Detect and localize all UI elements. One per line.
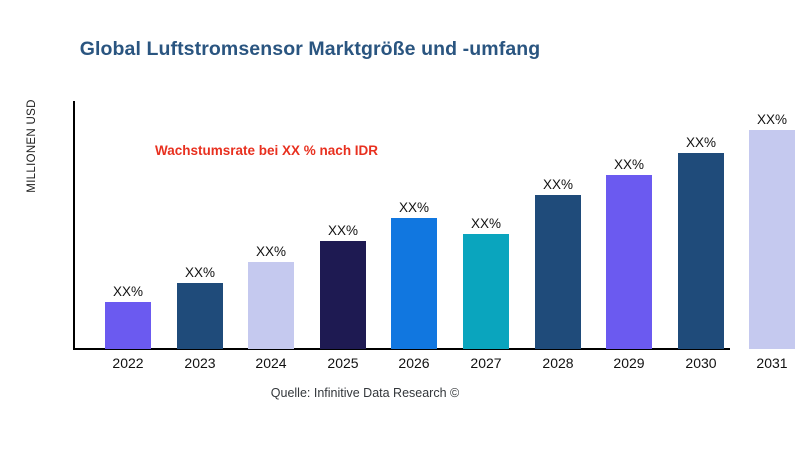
bar-value-label-2022: XX%: [112, 284, 143, 299]
x-tick-label-2022: 2022: [112, 355, 144, 371]
bar-2023[interactable]: [177, 283, 223, 349]
x-tick-label-2029: 2029: [613, 355, 645, 371]
bar-value-label-2024: XX%: [255, 244, 286, 259]
bar-value-label-2028: XX%: [542, 177, 573, 192]
bar-group-2025[interactable]: XX%: [320, 215, 366, 349]
x-tick-label-2030: 2030: [685, 355, 717, 371]
bar-2024[interactable]: [248, 262, 294, 349]
bar-value-label-2025: XX%: [327, 223, 358, 238]
bar-2031[interactable]: [749, 130, 795, 349]
bar-2025[interactable]: [320, 241, 366, 349]
bar-2027[interactable]: [463, 234, 509, 349]
bar-value-label-2027: XX%: [470, 216, 501, 231]
bar-group-2026[interactable]: XX%: [391, 192, 437, 349]
x-tick-label-2028: 2028: [542, 355, 574, 371]
bar-group-2027[interactable]: XX%: [463, 208, 509, 349]
y-axis-line: [73, 101, 75, 350]
x-tick-label-2031: 2031: [756, 355, 788, 371]
bar-group-2030[interactable]: XX%: [678, 127, 724, 349]
bar-value-label-2031: XX%: [756, 112, 787, 127]
x-tick-label-2024: 2024: [255, 355, 287, 371]
bar-value-label-2026: XX%: [398, 200, 429, 215]
x-tick-label-2026: 2026: [398, 355, 430, 371]
bar-group-2024[interactable]: XX%: [248, 236, 294, 349]
x-tick-label-2025: 2025: [327, 355, 359, 371]
source-caption: Quelle: Infinitive Data Research ©: [270, 386, 460, 400]
bar-group-2029[interactable]: XX%: [606, 149, 652, 349]
bar-group-2023[interactable]: XX%: [177, 257, 223, 349]
chart-title: Global Luftstromsensor Marktgröße und -u…: [79, 38, 541, 60]
x-tick-label-2027: 2027: [470, 355, 502, 371]
bar-value-label-2029: XX%: [613, 157, 644, 172]
bar-group-2022[interactable]: XX%: [105, 276, 151, 349]
bar-2028[interactable]: [535, 195, 581, 349]
bar-2022[interactable]: [105, 302, 151, 349]
bar-value-label-2030: XX%: [685, 135, 716, 150]
bar-2029[interactable]: [606, 175, 652, 349]
bar-value-label-2023: XX%: [184, 265, 215, 280]
x-tick-label-2023: 2023: [184, 355, 216, 371]
bar-group-2031[interactable]: XX%: [749, 104, 795, 349]
x-axis-line: [73, 348, 730, 350]
bar-group-2028[interactable]: XX%: [535, 169, 581, 349]
growth-rate-annotation: Wachstumsrate bei XX % nach IDR: [155, 143, 379, 158]
bar-2026[interactable]: [391, 218, 437, 349]
bar-2030[interactable]: [678, 153, 724, 349]
